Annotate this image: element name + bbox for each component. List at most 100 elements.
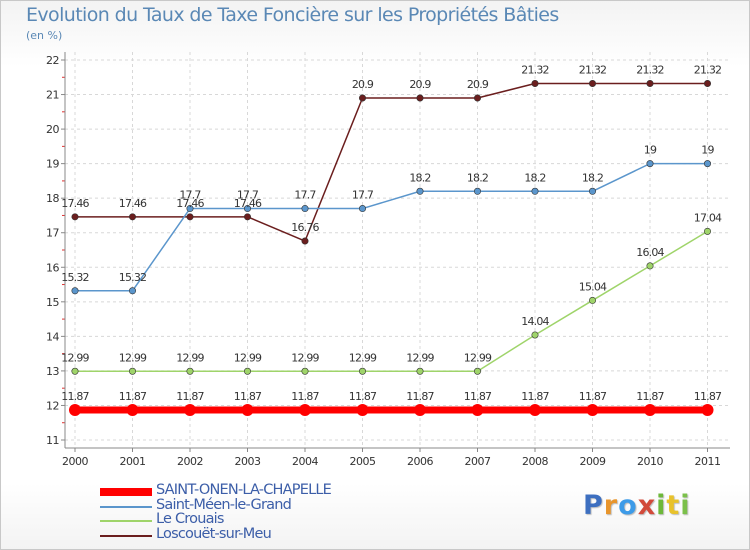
data-point — [186, 205, 194, 213]
data-point — [244, 205, 252, 213]
y-tick-label: 21 — [46, 89, 59, 102]
data-point — [644, 403, 656, 416]
data-point — [244, 367, 252, 375]
series-lines — [69, 79, 714, 416]
x-tick-label: 2001 — [120, 455, 146, 468]
legend-swatch — [100, 520, 152, 523]
data-point — [301, 205, 309, 213]
x-tick-label: 2006 — [407, 455, 433, 468]
x-tick-label: 2009 — [580, 455, 606, 468]
y-tick-label: 15 — [46, 296, 59, 309]
data-point — [299, 403, 311, 416]
axes: 11 12 13 14 15 16 17 18 19 20 21 22 2000 2001 2002 2003… — [46, 52, 730, 468]
data-point — [701, 403, 714, 416]
data-label: 11.87 — [291, 390, 319, 403]
data-label: 18.2 — [582, 171, 603, 184]
data-point — [646, 79, 654, 87]
data-point — [129, 213, 137, 221]
data-point — [529, 403, 541, 416]
y-tick-label: 20 — [46, 123, 59, 136]
data-label: 17.04 — [694, 211, 722, 224]
data-label: 12.99 — [61, 351, 89, 364]
data-point — [473, 367, 481, 375]
data-label: 17.46 — [234, 197, 262, 210]
data-label: 12.99 — [234, 351, 262, 364]
legend-swatch — [100, 488, 152, 497]
data-point — [414, 403, 426, 416]
data-point — [186, 213, 194, 221]
data-point — [126, 403, 139, 416]
data-label: 21.32 — [579, 63, 607, 76]
data-point — [531, 79, 539, 87]
data-point — [588, 187, 596, 195]
data-point — [531, 187, 539, 195]
data-point — [586, 403, 599, 416]
brand-letter: r — [603, 490, 619, 521]
data-label: 12.99 — [349, 351, 377, 364]
data-label: 11.87 — [579, 390, 607, 403]
data-label: 18.2 — [524, 171, 545, 184]
data-point — [301, 237, 309, 245]
data-label: 18.2 — [409, 171, 430, 184]
chart-subtitle: (en %) — [26, 29, 63, 42]
data-label: 12.99 — [464, 351, 492, 364]
data-label: 21.32 — [694, 63, 722, 76]
y-tick-label: 16 — [46, 261, 59, 274]
data-point — [244, 213, 252, 221]
data-label: 11.87 — [234, 390, 262, 403]
data-point — [129, 367, 137, 375]
data-label: 17.7 — [179, 189, 201, 202]
data-label: 11.87 — [406, 390, 434, 403]
data-label: 11.87 — [61, 390, 89, 403]
brand-letter: x — [637, 490, 657, 521]
data-point — [473, 187, 481, 195]
y-tick-label: 22 — [46, 54, 59, 67]
brand-logo: Proxiti — [583, 490, 691, 521]
data-point — [71, 287, 79, 295]
data-point — [588, 296, 596, 304]
x-tick-label: 2005 — [350, 455, 376, 468]
data-point — [471, 403, 484, 416]
data-point — [646, 262, 654, 270]
x-tick-label: 2000 — [62, 455, 88, 468]
data-point — [416, 187, 424, 195]
data-point — [416, 94, 424, 102]
data-label: 21.32 — [636, 63, 664, 76]
data-point — [531, 331, 539, 339]
data-label: 11.87 — [176, 390, 204, 403]
data-label: 17.46 — [176, 197, 204, 210]
y-tick-label: 12 — [46, 399, 59, 412]
data-label: 15.04 — [579, 280, 607, 293]
data-point — [358, 94, 366, 102]
data-point — [703, 227, 711, 235]
series-line — [75, 162, 708, 292]
legend-label: SAINT-ONEN-LA-CHAPELLE — [156, 482, 332, 498]
data-point — [241, 403, 254, 416]
data-point — [186, 367, 194, 375]
brand-letter: t — [666, 490, 681, 521]
data-point — [473, 94, 481, 102]
data-point — [588, 79, 596, 87]
data-label: 12.99 — [406, 351, 434, 364]
data-label: 20.9 — [467, 78, 489, 91]
y-tick-label: 18 — [46, 192, 59, 205]
data-label: 17.46 — [119, 197, 147, 210]
data-label: 12.99 — [119, 351, 147, 364]
x-tick-label: 2002 — [177, 455, 203, 468]
data-point — [69, 403, 81, 416]
data-point — [358, 205, 366, 213]
y-tick-label: 19 — [46, 158, 59, 171]
data-labels: 17.46 17.46 17.46 17.46 16.76 20.9 20.9 20.9 21.… — [61, 63, 723, 403]
brand-letter: P — [583, 490, 604, 521]
legend-label: Le Crouais — [156, 511, 224, 527]
data-point — [129, 287, 137, 295]
legend-label: Loscouët-sur-Meu — [156, 525, 272, 542]
brand-letter: i — [680, 490, 691, 521]
data-label: 20.9 — [409, 78, 431, 91]
data-point — [301, 367, 309, 375]
brand-letter: i — [656, 490, 667, 521]
grid-lines — [65, 52, 730, 448]
data-label: 11.87 — [464, 390, 492, 403]
data-label: 18.2 — [467, 171, 488, 184]
